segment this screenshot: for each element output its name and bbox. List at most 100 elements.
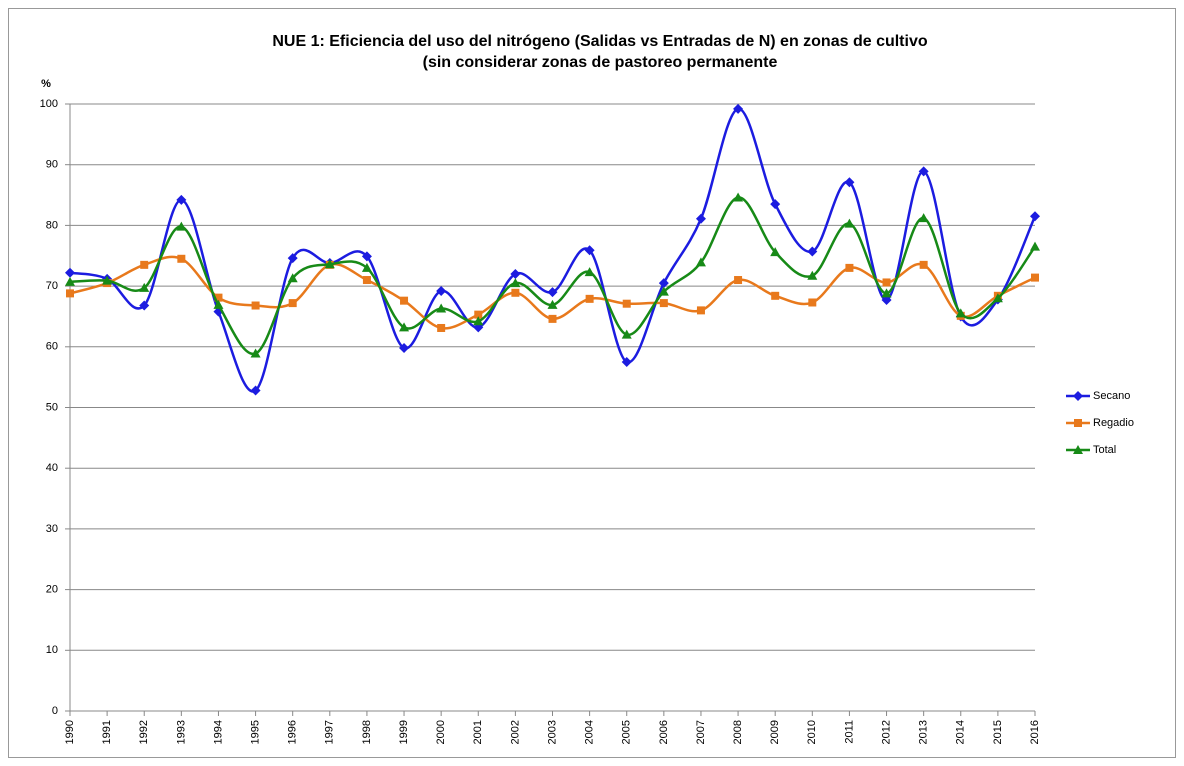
data-point (361, 251, 372, 262)
x-tick-label: 1990 (64, 720, 76, 744)
data-point (399, 343, 410, 354)
legend-marker (1073, 391, 1083, 401)
data-point (251, 301, 260, 310)
data-point (881, 295, 892, 306)
x-tick-label: 1998 (361, 720, 373, 744)
data-point (733, 103, 744, 114)
x-tick-label: 2002 (509, 720, 521, 744)
data-point (213, 299, 224, 309)
data-point (622, 299, 631, 308)
x-tick-label: 2008 (732, 720, 744, 744)
data-point (473, 316, 484, 326)
data-point (659, 299, 668, 308)
data-point (621, 356, 632, 367)
data-point (807, 246, 818, 257)
data-point (955, 308, 966, 318)
data-point (176, 221, 187, 231)
data-point (511, 288, 520, 297)
data-point (845, 263, 854, 272)
data-point (177, 254, 186, 263)
data-point (437, 323, 446, 332)
x-tick-label: 1999 (398, 720, 410, 744)
chart-frame (8, 8, 1176, 758)
x-tick-label: 2010 (806, 720, 818, 744)
legend-label: Total (1093, 444, 1116, 456)
data-point (176, 194, 187, 205)
data-point (584, 267, 595, 277)
data-point (919, 260, 928, 269)
x-tick-label: 2016 (1029, 720, 1041, 744)
x-tick-label: 2009 (769, 720, 781, 744)
data-point (807, 270, 818, 280)
data-point (510, 278, 521, 288)
data-point (361, 262, 372, 272)
y-tick-label: 90 (46, 159, 58, 171)
data-point (770, 247, 781, 257)
data-point (547, 287, 558, 298)
data-point (548, 314, 557, 323)
data-point (1030, 241, 1040, 251)
data-point (214, 293, 223, 302)
y-axis-label: % (41, 78, 51, 90)
data-point (66, 289, 74, 298)
data-point (658, 286, 669, 296)
x-tick-label: 1997 (324, 720, 336, 744)
chart-title: NUE 1: Eficiencia del uso del nitrógeno … (272, 33, 927, 50)
x-tick-label: 1992 (138, 720, 150, 744)
data-point (362, 276, 371, 285)
data-point (65, 267, 75, 278)
y-tick-label: 20 (46, 584, 58, 596)
data-point (65, 276, 75, 286)
data-point (585, 294, 594, 303)
data-point (844, 177, 855, 188)
data-point (288, 299, 297, 308)
data-point (584, 245, 595, 256)
data-point (621, 329, 632, 339)
legend-marker (1074, 419, 1082, 427)
x-tick-label: 2007 (695, 720, 707, 744)
x-tick-label: 2003 (546, 720, 558, 744)
x-tick-label: 1995 (249, 720, 261, 744)
data-point (881, 288, 892, 298)
x-tick-label: 1993 (175, 720, 187, 744)
data-point (510, 268, 521, 279)
data-point (844, 218, 855, 228)
x-tick-label: 2000 (435, 720, 447, 744)
data-point (250, 348, 261, 358)
data-point (771, 291, 780, 300)
data-point (733, 192, 744, 202)
x-tick-label: 2013 (918, 720, 930, 744)
data-point (658, 278, 669, 289)
data-point (992, 293, 1003, 303)
x-tick-label: 2012 (880, 720, 892, 744)
x-tick-label: 2001 (472, 720, 484, 744)
x-tick-label: 2014 (955, 720, 967, 744)
data-point (918, 213, 929, 223)
data-point (436, 285, 447, 296)
y-tick-label: 50 (46, 401, 58, 413)
data-point (695, 257, 706, 267)
y-tick-label: 30 (46, 523, 58, 535)
legend-label: Regadio (1093, 417, 1134, 429)
x-tick-label: 2011 (843, 720, 855, 744)
data-point (102, 275, 113, 285)
y-tick-label: 80 (46, 219, 58, 231)
x-tick-label: 1994 (212, 720, 224, 744)
legend-marker (1073, 445, 1083, 454)
data-point (250, 385, 261, 396)
data-point (695, 213, 706, 224)
data-point (324, 259, 335, 269)
data-point (918, 166, 929, 177)
data-point (1031, 273, 1039, 282)
data-point (474, 310, 483, 319)
data-point (770, 199, 781, 210)
data-point (139, 282, 150, 292)
data-point (140, 260, 149, 269)
data-point (400, 296, 409, 305)
x-tick-label: 2015 (992, 720, 1004, 744)
data-point (547, 299, 558, 309)
x-tick-label: 2006 (658, 720, 670, 744)
data-point (696, 306, 705, 315)
data-point (287, 253, 298, 264)
